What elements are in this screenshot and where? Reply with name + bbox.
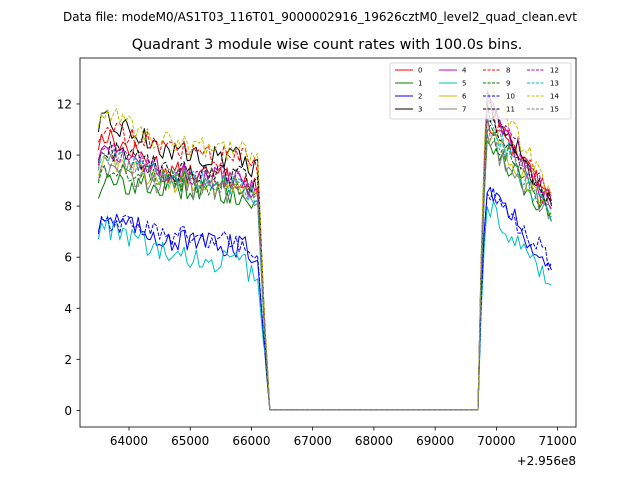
- legend-label-0: 0: [418, 67, 422, 75]
- x-tick-label: 64000: [110, 434, 148, 448]
- series-line-9: [97, 124, 552, 411]
- legend-label-1: 1: [418, 80, 422, 88]
- x-tick-label: 69000: [416, 434, 454, 448]
- plot-frame: [79, 57, 577, 428]
- legend-label-12: 12: [550, 67, 559, 75]
- legend-label-3: 3: [418, 106, 422, 114]
- x-tick-label: 66000: [232, 434, 270, 448]
- legend-box: [389, 62, 572, 120]
- legend-label-2: 2: [418, 93, 422, 101]
- legend-label-10: 10: [506, 93, 515, 101]
- y-tick-label: 10: [57, 149, 72, 163]
- series-line-5: [97, 201, 552, 411]
- legend-label-11: 11: [506, 106, 515, 114]
- series-line-8: [97, 105, 552, 411]
- series-layer: [97, 78, 552, 411]
- x-axis: 64000 65000 66000 67000 68000 69000 70000 71000: [110, 427, 577, 448]
- legend-label-4: 4: [462, 67, 467, 75]
- y-tick-label: 4: [64, 302, 72, 316]
- x-tick-label: 70000: [477, 434, 515, 448]
- y-tick-label: 2: [64, 353, 72, 367]
- series-line-11: [97, 101, 552, 411]
- legend-label-14: 14: [550, 93, 559, 101]
- series-line-15: [97, 113, 552, 411]
- chart-suptitle: Data file: modeM0/AS1T03_116T01_90000029…: [63, 10, 577, 24]
- y-tick-label: 0: [64, 404, 72, 418]
- y-tick-label: 6: [64, 251, 72, 265]
- legend-label-6: 6: [462, 93, 467, 101]
- series-line-14: [97, 78, 552, 411]
- y-axis: 0 2 4 6 8 10 12: [57, 97, 80, 418]
- chart-title: Quadrant 3 module wise count rates with …: [132, 37, 523, 53]
- y-tick-label: 8: [64, 200, 72, 214]
- x-tick-label: 68000: [355, 434, 393, 448]
- legend-label-7: 7: [462, 106, 466, 114]
- x-tick-label: 67000: [294, 434, 332, 448]
- x-tick-label: 71000: [539, 434, 577, 448]
- legend-label-8: 8: [506, 67, 510, 75]
- y-tick-label: 12: [57, 97, 72, 111]
- series-line-12: [97, 94, 552, 411]
- legend-label-5: 5: [462, 80, 466, 88]
- series-line-10: [97, 187, 552, 411]
- legend-label-9: 9: [506, 80, 510, 88]
- legend-label-15: 15: [550, 106, 559, 114]
- x-tick-label: 65000: [171, 434, 209, 448]
- series-line-13: [97, 120, 552, 411]
- x-offset-label: +2.956e8: [517, 454, 576, 468]
- legend-label-13: 13: [550, 80, 559, 88]
- series-line-2: [97, 186, 552, 411]
